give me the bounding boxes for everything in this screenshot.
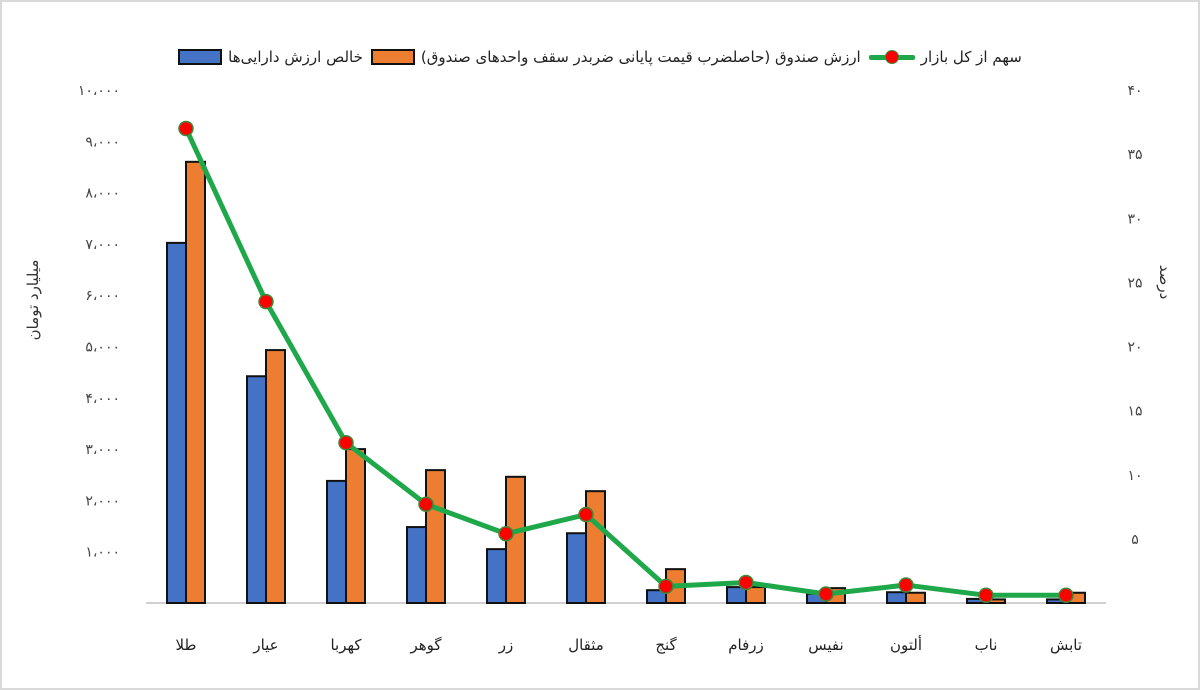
bar-nav (166, 241, 187, 604)
category-group: عیار (246, 349, 286, 654)
y-tick-label: ۱،۰۰۰ (85, 545, 120, 561)
legend-label-nav: خالص ارزش دارایی‌ها (228, 48, 363, 66)
orange-swatch-icon (370, 49, 415, 65)
y-axis-title: میلیارد تومان (24, 260, 42, 341)
y-tick-label: ۳،۰۰۰ (85, 442, 120, 458)
y2-tick-label: ۲۰ (1127, 340, 1142, 356)
bar-fund-value (185, 160, 206, 604)
legend-label-fund-value: ارزش صندوق (حاصلضرب قیمت پایانی ضربدر سق… (420, 48, 861, 66)
bar-nav (246, 375, 267, 604)
legend-item-fund-value: ارزش صندوق (حاصلضرب قیمت پایانی ضربدر سق… (370, 48, 861, 66)
bar-fund-value (745, 586, 766, 604)
legend-item-nav: خالص ارزش دارایی‌ها (178, 48, 363, 66)
y2-tick-label: ۱۵ (1127, 404, 1142, 420)
x-tick-label: طلا (176, 636, 197, 654)
x-tick-label: زرفام (728, 636, 764, 654)
x-tick-label: ألتون (890, 635, 922, 654)
bar-fund-value (265, 349, 286, 604)
category-group: ألتون (886, 591, 926, 654)
market-share-marker (738, 574, 754, 591)
x-tick-label: کهربا (330, 636, 362, 654)
market-share-marker (818, 586, 834, 602)
y-tick-label: ۹،۰۰۰ (85, 134, 120, 150)
y-tick-label: ۱۰،۰۰۰ (78, 83, 120, 99)
bar-fund-value (345, 448, 366, 604)
bar-nav (326, 479, 347, 605)
market-share-marker (418, 496, 434, 512)
market-share-marker (898, 577, 914, 593)
bar-nav (406, 526, 427, 604)
bar-fund-value (905, 591, 926, 604)
y2-tick-label: ۴۰ (1127, 83, 1142, 99)
y2-axis-title: درصد (1156, 265, 1174, 300)
market-share-line (183, 127, 1066, 598)
market-share-marker (498, 525, 514, 542)
x-tick-label: مثقال (568, 636, 604, 654)
y-tick-label: ۷،۰۰۰ (85, 237, 120, 253)
category-group: کهربا (326, 448, 366, 654)
market-share-marker (338, 434, 354, 451)
y2-tick-label: ۳۵ (1127, 147, 1142, 163)
category-group: زر (486, 475, 526, 654)
market-share-marker (1058, 587, 1074, 604)
x-tick-label: تابش (1050, 636, 1082, 654)
line-marker-icon (868, 49, 915, 65)
market-share-marker (978, 587, 994, 604)
bar-fund-value (425, 469, 446, 604)
x-tick-label: ناب (975, 636, 998, 654)
market-share-marker (258, 293, 274, 310)
bar-nav (486, 548, 507, 605)
y2-tick-label: ۳۰ (1127, 211, 1142, 227)
market-share-marker (578, 506, 594, 523)
y-tick-label: ۲،۰۰۰ (85, 493, 120, 509)
y2-tick-label: ۵ (1131, 532, 1139, 548)
x-tick-label: عیار (252, 636, 278, 654)
market-share-marker (178, 120, 194, 137)
market-share-marker (658, 578, 674, 595)
category-group: طلا (166, 160, 206, 654)
category-group: زرفام (726, 586, 766, 654)
bar-nav (566, 532, 587, 604)
legend-label-market-share: سهم از کل بازار (920, 48, 1022, 66)
x-tick-label: گوهر (409, 636, 442, 654)
x-tick-label: زر (498, 636, 514, 654)
blue-swatch-icon (178, 49, 223, 65)
category-group: ناب (966, 597, 1006, 654)
y2-tick-label: ۱۰ (1127, 468, 1142, 484)
bar-nav (886, 591, 907, 604)
y-tick-label: ۵،۰۰۰ (85, 340, 120, 356)
y-tick-label: ۸،۰۰۰ (85, 186, 120, 202)
y-tick-label: ۶،۰۰۰ (85, 288, 120, 304)
x-tick-label: نفیس (808, 636, 843, 654)
y-tick-label: ۴،۰۰۰ (85, 391, 120, 407)
x-tick-label: گنج (655, 636, 677, 654)
y2-tick-label: ۲۵ (1127, 275, 1142, 291)
category-group: تابش (1046, 591, 1086, 654)
chart-legend: سهم از کل بازار ارزش صندوق (حاصلضرب قیمت… (100, 42, 1100, 72)
legend-item-market-share: سهم از کل بازار (868, 48, 1022, 66)
